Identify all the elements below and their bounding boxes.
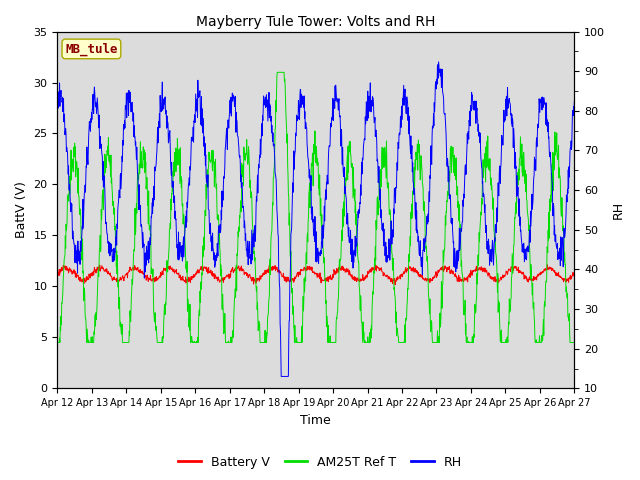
Battery V: [464, 279, 472, 285]
RH: [54, 101, 61, 107]
Text: MB_tule: MB_tule: [65, 42, 118, 56]
RH: [570, 99, 578, 105]
AM25T Ref T: [227, 339, 234, 345]
RH: [464, 129, 472, 134]
Battery V: [509, 268, 517, 274]
RH: [510, 126, 518, 132]
AM25T Ref T: [570, 339, 578, 345]
AM25T Ref T: [156, 339, 164, 345]
Y-axis label: RH: RH: [612, 201, 625, 219]
RH: [168, 184, 176, 190]
Title: Mayberry Tule Tower: Volts and RH: Mayberry Tule Tower: Volts and RH: [196, 15, 436, 29]
RH: [227, 97, 234, 103]
AM25T Ref T: [464, 339, 472, 345]
Line: RH: RH: [58, 62, 574, 376]
Legend: Battery V, AM25T Ref T, RH: Battery V, AM25T Ref T, RH: [173, 451, 467, 474]
AM25T Ref T: [273, 70, 281, 75]
Y-axis label: BattV (V): BattV (V): [15, 181, 28, 239]
AM25T Ref T: [396, 339, 404, 345]
Line: Battery V: Battery V: [58, 265, 574, 285]
X-axis label: Time: Time: [301, 414, 332, 427]
AM25T Ref T: [168, 178, 176, 184]
AM25T Ref T: [509, 254, 517, 260]
Battery V: [396, 273, 404, 279]
RH: [156, 125, 164, 131]
Battery V: [570, 272, 578, 278]
AM25T Ref T: [54, 339, 61, 345]
Line: AM25T Ref T: AM25T Ref T: [58, 72, 574, 342]
RH: [396, 129, 404, 135]
RH: [435, 59, 442, 65]
Battery V: [156, 274, 164, 279]
Battery V: [227, 271, 234, 277]
Battery V: [168, 267, 176, 273]
Battery V: [543, 262, 551, 268]
RH: [277, 373, 285, 379]
Battery V: [54, 273, 61, 279]
Battery V: [391, 282, 399, 288]
